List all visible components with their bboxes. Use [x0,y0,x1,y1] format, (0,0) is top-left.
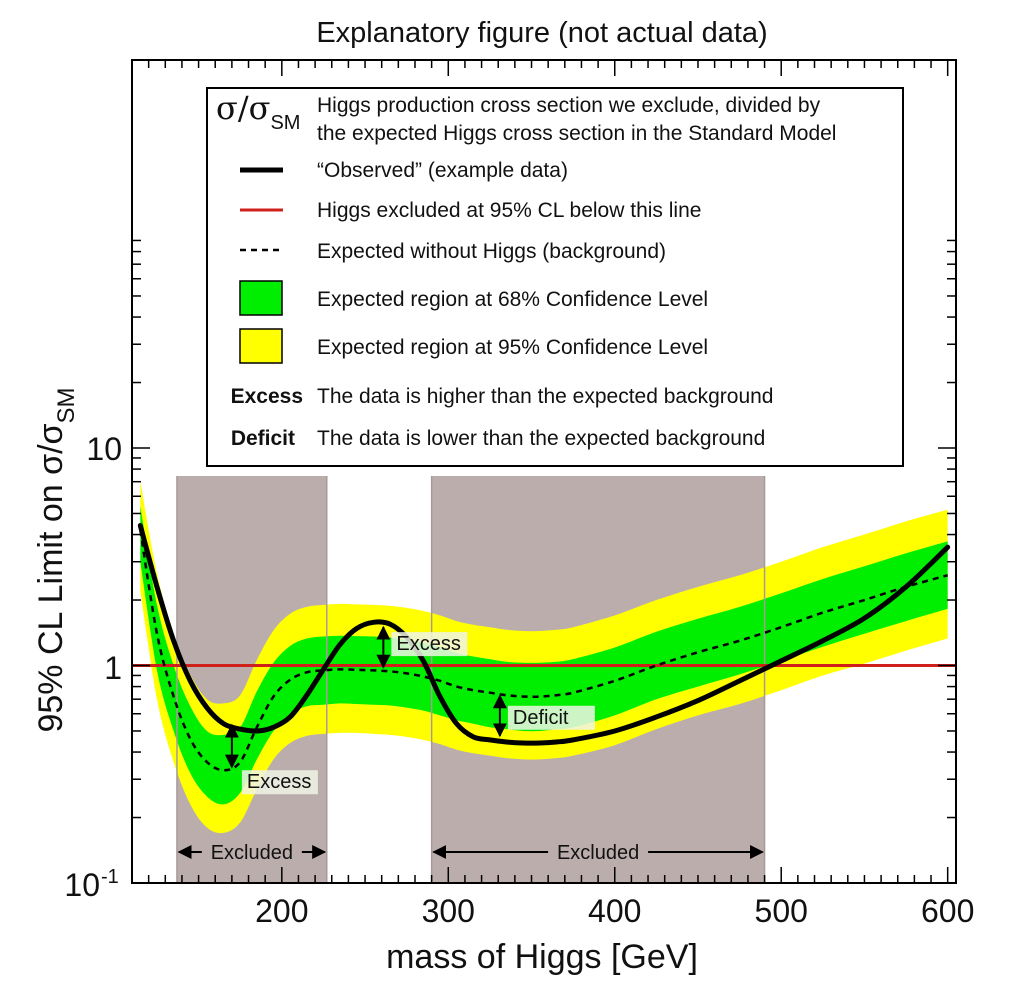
legend-expected-label: Expected without Higgs (background) [317,240,666,263]
annotation-label-excess: Excess [247,771,311,793]
band-95-percent [140,481,948,834]
annotation-label-excess: Excess [396,633,460,655]
legend-band68-label: Expected region at 68% Confidence Level [317,288,708,311]
annotations: Excess Excess Deficit Excluded Excluded [177,625,764,864]
x-axis-label: mass of Higgs [GeV] [386,938,698,976]
legend-sigma-desc-2: the expected Higgs cross section in the … [317,122,836,145]
legend-band68-swatch [239,280,283,316]
y-tick-label-1: 1 [104,650,122,686]
y-tick-label-10: 10 [86,431,122,467]
x-tick-label: 300 [422,893,475,929]
legend-deficit-term: Deficit [231,427,295,450]
legend-excess-term: Excess [231,385,303,408]
x-tick-label: 600 [921,893,974,929]
x-tick-label: 400 [588,893,641,929]
excluded-label-1: Excluded [211,842,293,864]
legend-band95-swatch [239,328,283,364]
excluded-label-2: Excluded [557,842,639,864]
legend-sigma-desc-1: Higgs production cross section we exclud… [317,94,821,117]
y-axis-label-sub: SM [53,387,80,423]
y-tick-label-0.1: 10 [64,867,100,903]
legend-sigma-symbol: σ/σSM [216,89,300,134]
legend-observed-label: “Observed” (example data) [317,159,568,182]
y-tick-base: 10 [64,867,100,903]
axis-ticks: 200 300 400 500 600 [132,60,974,929]
y-axis-label-main: 95% CL Limit on σ/σ [32,423,70,732]
legend-excess-desc: The data is higher than the expected bac… [317,385,773,408]
band-68-percent [140,506,948,805]
x-tick-label: 500 [755,893,808,929]
legend-box [206,87,904,467]
legend-limit-label: Higgs excluded at 95% CL below this line [317,199,701,222]
plot-area [132,476,956,883]
annotation-label-bg-3 [507,705,595,730]
chart-title: Explanatory figure (not actual data) [316,17,767,49]
legend-deficit-desc: The data is lower than the expected back… [317,427,765,450]
annotation-label-bg-2 [391,632,468,657]
annotation-label-bg-1 [241,770,318,795]
legend: σ/σSM Higgs production cross section we … [206,87,904,467]
plot-frame [131,59,957,884]
legend-band95-label: Expected region at 95% Confidence Level [317,336,708,359]
expected-line [139,529,949,772]
y-tick-label-0.1-exponent: -1 [101,866,119,888]
legend-sigma-main: σ/σ [216,89,270,127]
y-axis-label: 95% CL Limit on σ/σSM [32,387,80,732]
x-tick-label: 200 [255,893,308,929]
annotation-label-deficit: Deficit [513,707,569,729]
legend-sigma-sub: SM [270,112,300,134]
